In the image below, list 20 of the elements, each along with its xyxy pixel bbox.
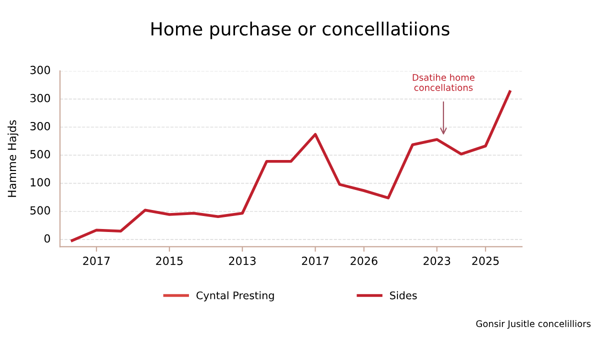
x-tick-label: 2017 [83, 256, 110, 266]
text: Dsatihe home concellations [412, 74, 474, 91]
text: 100 [30, 178, 50, 187]
x-tick-label: 2026 [350, 256, 378, 266]
text: 0 [44, 234, 50, 243]
x-tick-label: 2017 [302, 256, 329, 266]
text: Gonsir Jusitle concelilliors [476, 320, 591, 329]
x-tick-label: 2025 [472, 256, 499, 266]
chart-title: Home purchase or concelllatiions [152, 22, 450, 40]
legend-label: Sides [390, 291, 417, 300]
x-tick-label: 2013 [229, 256, 256, 266]
text: 300 [30, 66, 50, 74]
x-tick-label: 2015 [156, 256, 183, 266]
text: 500 [30, 150, 50, 158]
text: 300 [30, 94, 50, 102]
text: 300 [30, 122, 50, 130]
x-tick-label: 2023 [424, 256, 450, 266]
legend-label: Cyntal Presting [196, 291, 274, 302]
text: 500 [30, 206, 50, 215]
y-axis-title: Hamme Hajds [8, 120, 18, 197]
